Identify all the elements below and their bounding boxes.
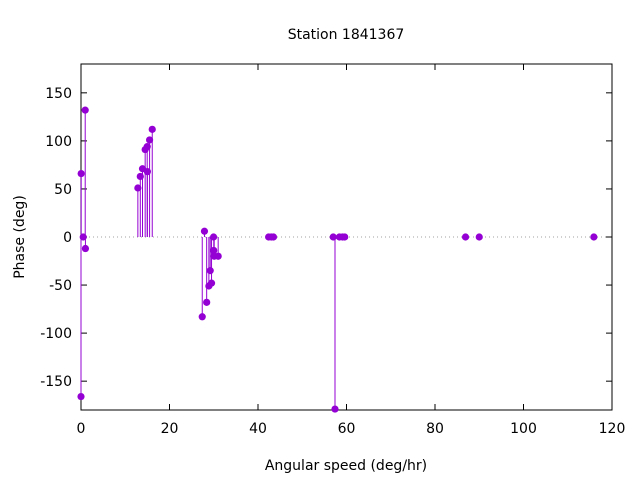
y-tick-label: -50 [49,278,72,294]
chart-title: Station 1841367 [288,27,405,43]
impulse-series [77,106,598,413]
data-point [475,233,483,241]
data-point [329,233,337,241]
y-tick-label: -150 [40,374,72,390]
y-tick-label: 150 [45,86,72,102]
x-tick-label: 60 [338,421,356,437]
data-point [145,136,154,144]
data-point [206,267,214,275]
data-point [207,279,216,287]
data-point [198,313,206,321]
data-point [461,233,470,241]
axis-ticks: 0 20 40 60 80 100 120 -150 -100 -50 0 50 100 150 [40,64,625,437]
y-tick-label: 0 [63,230,72,246]
data-point [331,405,339,413]
data-point [214,252,222,260]
data-point [341,233,349,241]
data-point [143,143,151,151]
x-tick-label: 120 [599,421,626,437]
y-tick-label: 100 [45,134,72,150]
x-tick-label: 80 [426,421,444,437]
x-axis-title: Angular speed (deg/hr) [265,458,427,474]
data-point [81,244,90,253]
data-point [590,233,598,241]
data-point [77,392,85,401]
y-tick-label: -100 [40,326,72,342]
x-tick-label: 20 [161,421,179,437]
y-axis-title: Phase (deg) [12,195,28,279]
data-point [134,184,142,192]
data-point [148,125,156,133]
data-point [81,106,89,114]
x-tick-label: 100 [510,421,537,437]
y-tick-label: 50 [54,182,72,198]
data-point [269,233,278,241]
data-point [77,169,85,178]
data-point [203,298,211,306]
x-tick-label: 0 [77,421,86,437]
data-point [200,227,209,235]
x-tick-label: 40 [249,421,267,437]
